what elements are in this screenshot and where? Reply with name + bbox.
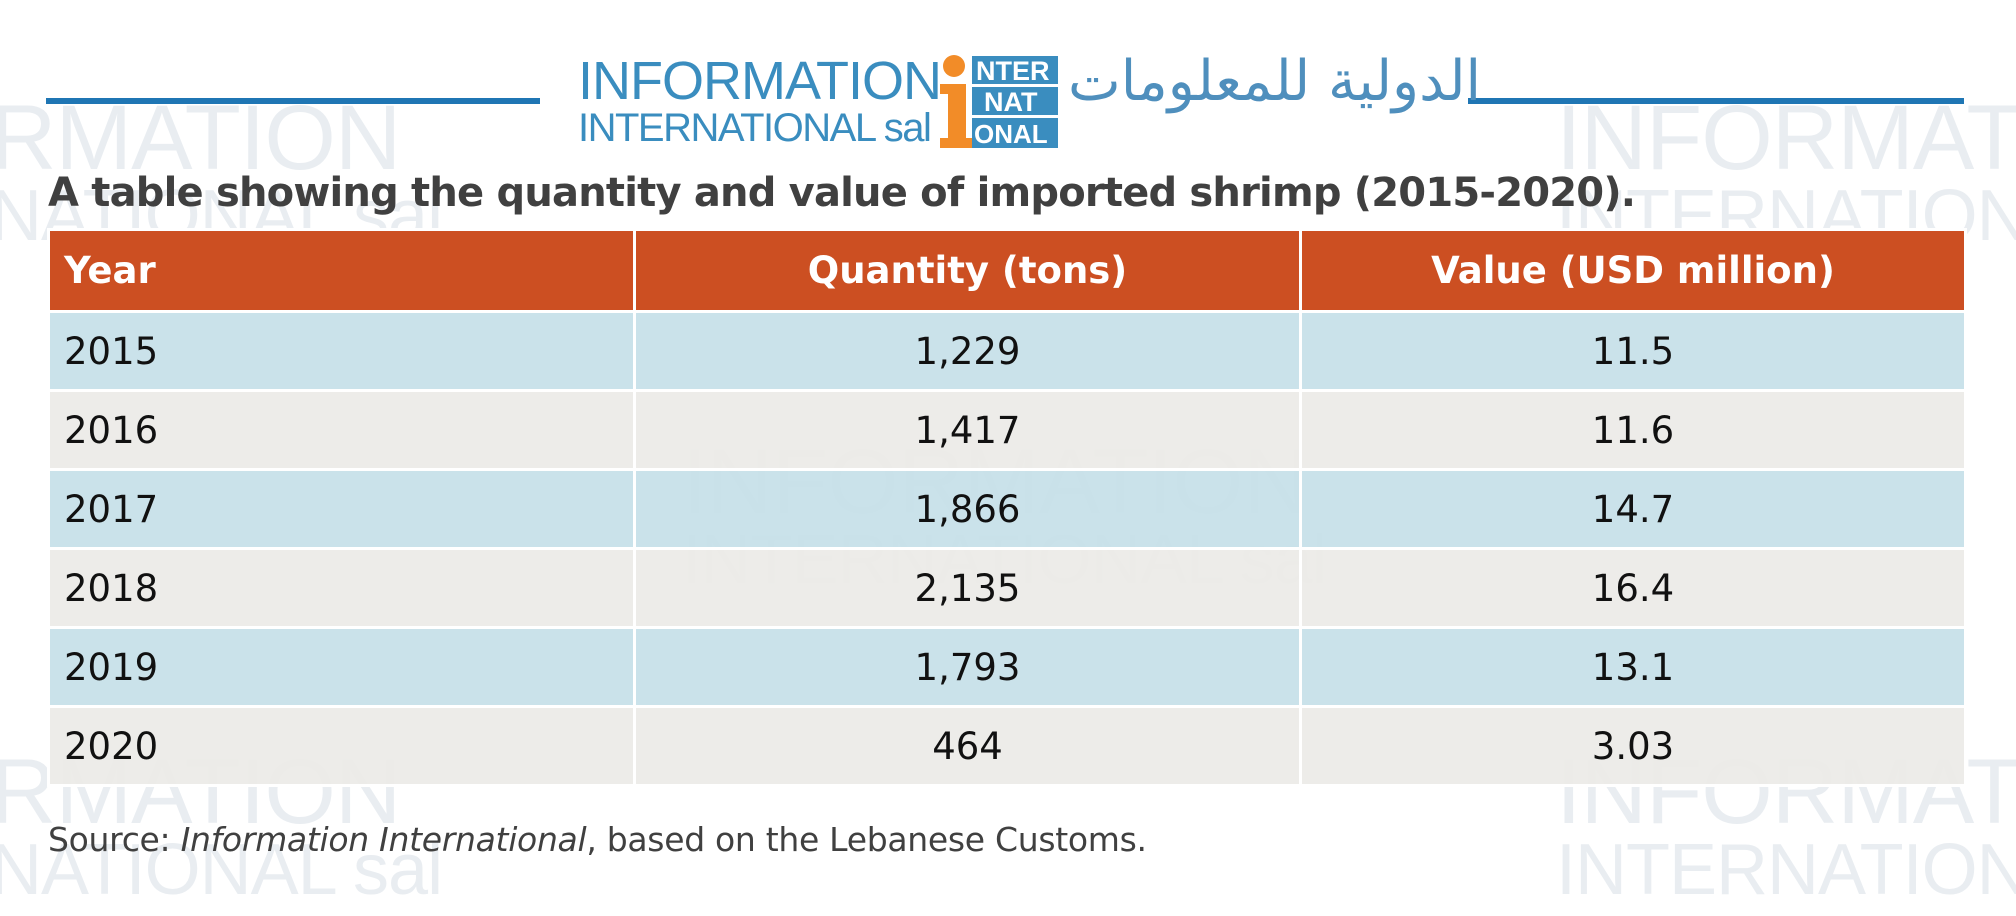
- table-row: 2016 1,417 11.6: [47, 389, 1967, 471]
- cell-year: 2017: [47, 468, 636, 550]
- logo-mark-row-1: NTER: [976, 56, 1050, 86]
- source-note: Source: Information International, based…: [48, 820, 1147, 859]
- cell-value: 16.4: [1299, 547, 1967, 629]
- cell-year: 2020: [47, 705, 636, 787]
- logo-arabic: الدولية للمعلومات: [1068, 49, 1482, 114]
- table-row: 2020 464 3.03: [47, 705, 1967, 787]
- cell-value: 13.1: [1299, 626, 1967, 708]
- table-row: 2015 1,229 11.5: [47, 310, 1967, 392]
- watermark: INTERNATIONA: [1556, 830, 2016, 910]
- header-rule-right: [1468, 98, 1964, 104]
- header-rule-left: [46, 98, 540, 104]
- cell-year: 2015: [47, 310, 636, 392]
- table-row: 2019 1,793 13.1: [47, 626, 1967, 708]
- source-prefix: Source:: [48, 820, 181, 859]
- shrimp-imports-table: Year Quantity (tons) Value (USD million)…: [47, 228, 1967, 787]
- cell-quantity: 1,417: [633, 389, 1302, 471]
- column-header-value: Value (USD million): [1299, 228, 1967, 313]
- logo-line-1: INFORMATION: [578, 51, 942, 111]
- cell-quantity: 1,793: [633, 626, 1302, 708]
- cell-value: 14.7: [1299, 468, 1967, 550]
- cell-quantity: 2,135: [633, 547, 1302, 629]
- logo-mark-row-2: NAT: [984, 87, 1038, 117]
- table-title: A table showing the quantity and value o…: [48, 170, 1636, 216]
- cell-quantity: 464: [633, 705, 1302, 787]
- table-row: 2018 2,135 16.4: [47, 547, 1967, 629]
- cell-year: 2018: [47, 547, 636, 629]
- column-header-year: Year: [47, 228, 636, 313]
- source-publication: Information International: [180, 820, 587, 859]
- cell-quantity: 1,866: [633, 468, 1302, 550]
- logo-mark-icon: NTER NAT ONAL: [940, 55, 1058, 149]
- cell-value: 11.5: [1299, 310, 1967, 392]
- table-row: 2017 1,866 14.7: [47, 468, 1967, 550]
- source-suffix: , based on the Lebanese Customs.: [586, 820, 1147, 859]
- column-header-quantity: Quantity (tons): [633, 228, 1302, 313]
- logo-wordmark: INFORMATION INTERNATIONAL sal: [578, 51, 942, 150]
- cell-value: 11.6: [1299, 389, 1967, 471]
- cell-value: 3.03: [1299, 705, 1967, 787]
- cell-quantity: 1,229: [633, 310, 1302, 392]
- cell-year: 2019: [47, 626, 636, 708]
- table-header-row: Year Quantity (tons) Value (USD million): [47, 228, 1967, 313]
- logo-line-2: INTERNATIONAL sal: [578, 106, 932, 150]
- cell-year: 2016: [47, 389, 636, 471]
- logo-mark-row-3: ONAL: [974, 119, 1048, 149]
- company-logo: INFORMATION INTERNATIONAL sal NTER NAT O…: [578, 51, 1481, 150]
